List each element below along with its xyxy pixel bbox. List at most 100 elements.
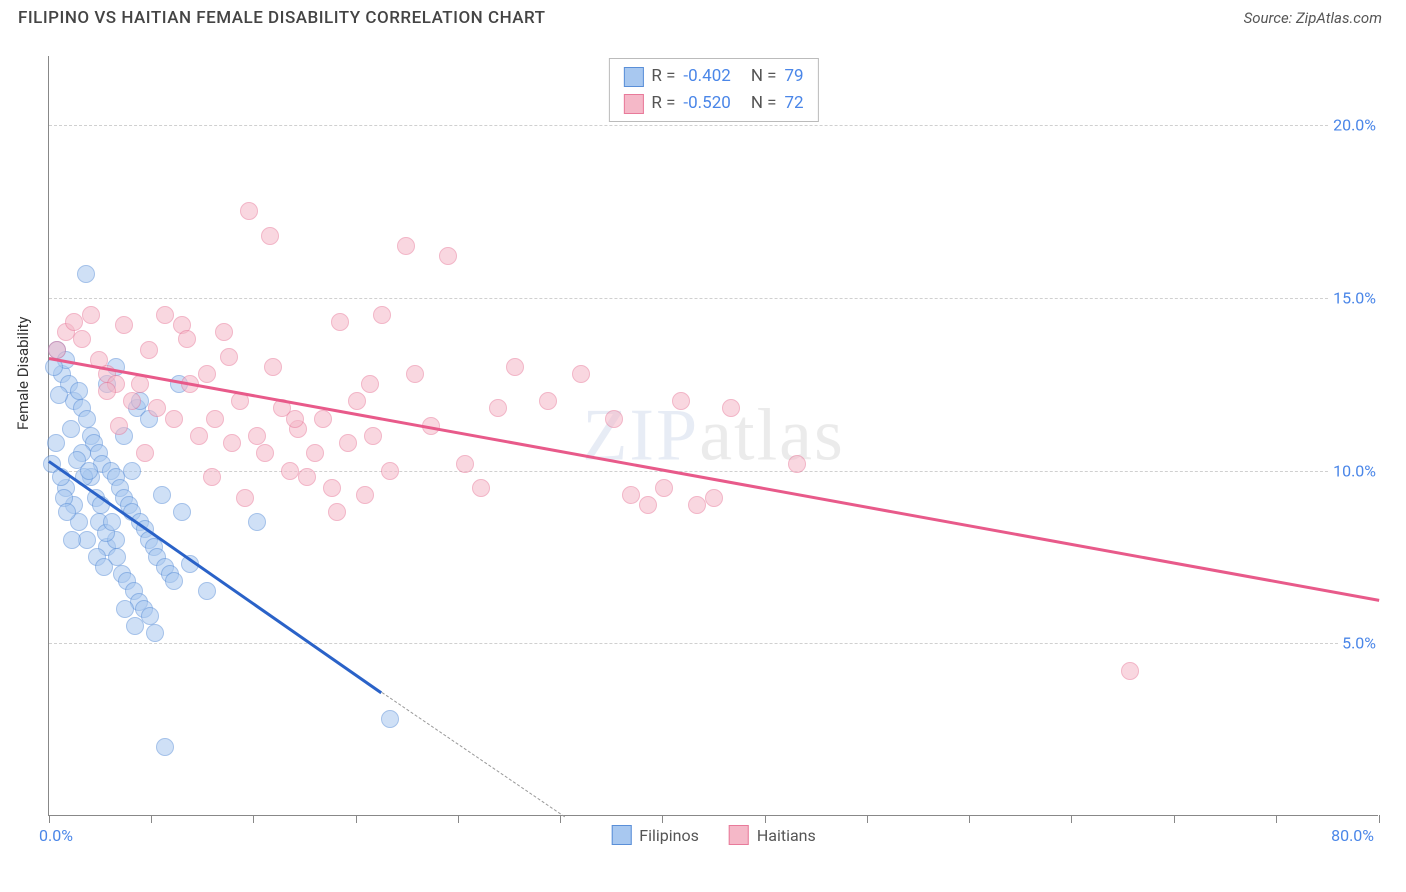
chart-title: FILIPINO VS HAITIAN FEMALE DISABILITY CO… — [18, 8, 546, 28]
x-tick — [560, 815, 561, 823]
data-point — [123, 392, 141, 410]
data-point — [639, 496, 657, 514]
data-point — [140, 341, 158, 359]
data-point — [65, 313, 83, 331]
data-point — [58, 503, 76, 521]
x-tick — [969, 815, 970, 823]
data-point — [215, 323, 233, 341]
y-axis-title: Female Disability — [14, 317, 32, 431]
data-point — [456, 455, 474, 473]
data-point — [131, 375, 149, 393]
data-point — [73, 330, 91, 348]
data-point — [116, 600, 134, 618]
data-point — [173, 503, 191, 521]
legend-swatch — [729, 825, 749, 845]
data-point — [539, 392, 557, 410]
gridline — [49, 643, 1378, 644]
data-point — [198, 582, 216, 600]
data-point — [1121, 662, 1139, 680]
trend-line — [49, 357, 1379, 601]
stats-row: R = -0.520N = 72 — [623, 90, 803, 117]
gridline — [49, 298, 1378, 299]
data-point — [672, 392, 690, 410]
data-point — [361, 375, 379, 393]
data-point — [78, 410, 96, 428]
data-point — [286, 410, 304, 428]
bottom-legend: Filipinos Haitians — [611, 825, 816, 845]
data-point — [146, 624, 164, 642]
data-point — [136, 444, 154, 462]
data-point — [178, 330, 196, 348]
data-point — [788, 455, 806, 473]
data-point — [198, 365, 216, 383]
data-point — [331, 313, 349, 331]
data-point — [489, 399, 507, 417]
data-point — [248, 427, 266, 445]
x-tick — [1174, 815, 1175, 823]
data-point — [323, 479, 341, 497]
legend-item: Haitians — [729, 825, 816, 845]
data-point — [298, 468, 316, 486]
stats-row: R = -0.402N = 79 — [623, 63, 803, 90]
scatter-chart: ZIPatlas 0.0% 80.0% R = -0.402N = 79R = … — [48, 56, 1378, 816]
x-axis-min-label: 0.0% — [39, 826, 73, 845]
data-point — [156, 738, 174, 756]
legend-swatch — [611, 825, 631, 845]
data-point — [314, 410, 332, 428]
x-tick — [253, 815, 254, 823]
data-point — [206, 410, 224, 428]
data-point — [381, 710, 399, 728]
data-point — [281, 462, 299, 480]
data-point — [223, 434, 241, 452]
data-point — [165, 572, 183, 590]
trend-line-extrapolated — [381, 692, 564, 817]
y-tick-label: 20.0% — [1329, 116, 1380, 135]
data-point — [261, 227, 279, 245]
data-point — [82, 306, 100, 324]
data-point — [472, 479, 490, 497]
data-point — [248, 513, 266, 531]
y-tick-label: 15.0% — [1329, 288, 1380, 307]
x-tick — [151, 815, 152, 823]
data-point — [141, 607, 159, 625]
data-point — [240, 202, 258, 220]
data-point — [397, 237, 415, 255]
data-point — [506, 358, 524, 376]
data-point — [348, 392, 366, 410]
data-point — [110, 417, 128, 435]
data-point — [236, 489, 254, 507]
data-point — [256, 444, 274, 462]
data-point — [339, 434, 357, 452]
data-point — [63, 531, 81, 549]
data-point — [123, 462, 141, 480]
legend-item: Filipinos — [611, 825, 699, 845]
x-tick — [49, 815, 50, 823]
data-point — [156, 306, 174, 324]
data-point — [655, 479, 673, 497]
data-point — [98, 382, 116, 400]
x-tick — [1276, 815, 1277, 823]
data-point — [264, 358, 282, 376]
data-point — [126, 617, 144, 635]
x-tick — [765, 815, 766, 823]
data-point — [148, 399, 166, 417]
data-point — [80, 462, 98, 480]
x-tick — [1071, 815, 1072, 823]
data-point — [48, 341, 66, 359]
data-point — [77, 265, 95, 283]
legend-swatch — [623, 67, 643, 87]
data-point — [62, 420, 80, 438]
source-label: Source: ZipAtlas.com — [1244, 9, 1382, 27]
data-point — [381, 462, 399, 480]
data-point — [688, 496, 706, 514]
data-point — [306, 444, 324, 462]
data-point — [190, 427, 208, 445]
data-point — [47, 434, 65, 452]
x-tick — [1379, 815, 1380, 823]
data-point — [115, 316, 133, 334]
data-point — [103, 513, 121, 531]
data-point — [439, 247, 457, 265]
x-tick — [356, 815, 357, 823]
x-axis-max-label: 80.0% — [1331, 826, 1374, 845]
data-point — [605, 410, 623, 428]
